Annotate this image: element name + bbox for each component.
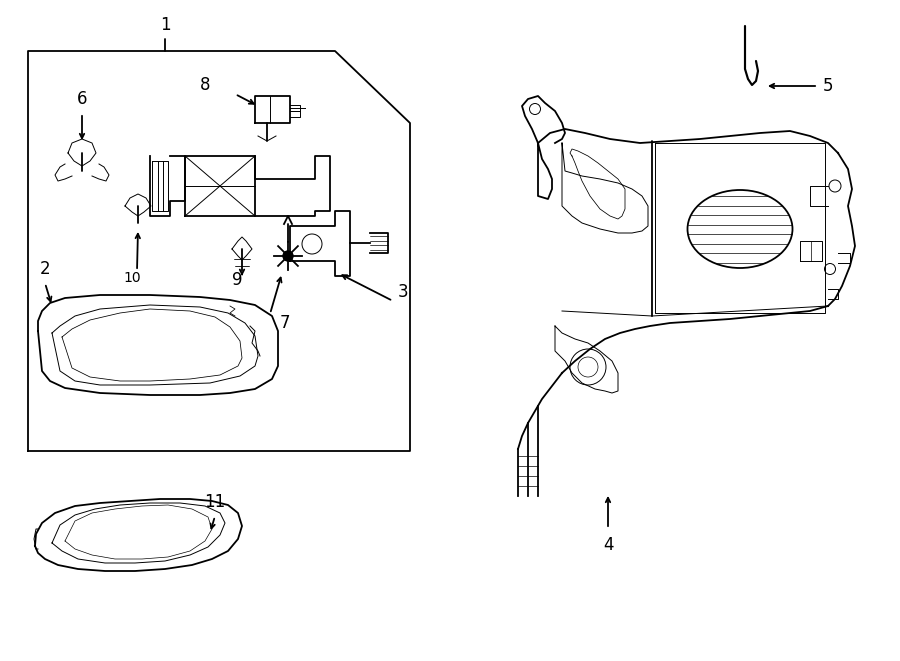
Circle shape (283, 251, 293, 261)
Text: 7: 7 (280, 314, 291, 332)
Text: 1: 1 (159, 16, 170, 34)
Text: 2: 2 (40, 260, 50, 278)
Text: 6: 6 (76, 90, 87, 108)
Text: 10: 10 (123, 271, 140, 285)
Text: 5: 5 (823, 77, 833, 95)
Text: 9: 9 (232, 271, 242, 289)
Text: 11: 11 (204, 493, 226, 511)
Text: 8: 8 (200, 76, 211, 94)
Text: 3: 3 (398, 283, 409, 301)
Text: 4: 4 (603, 536, 613, 554)
